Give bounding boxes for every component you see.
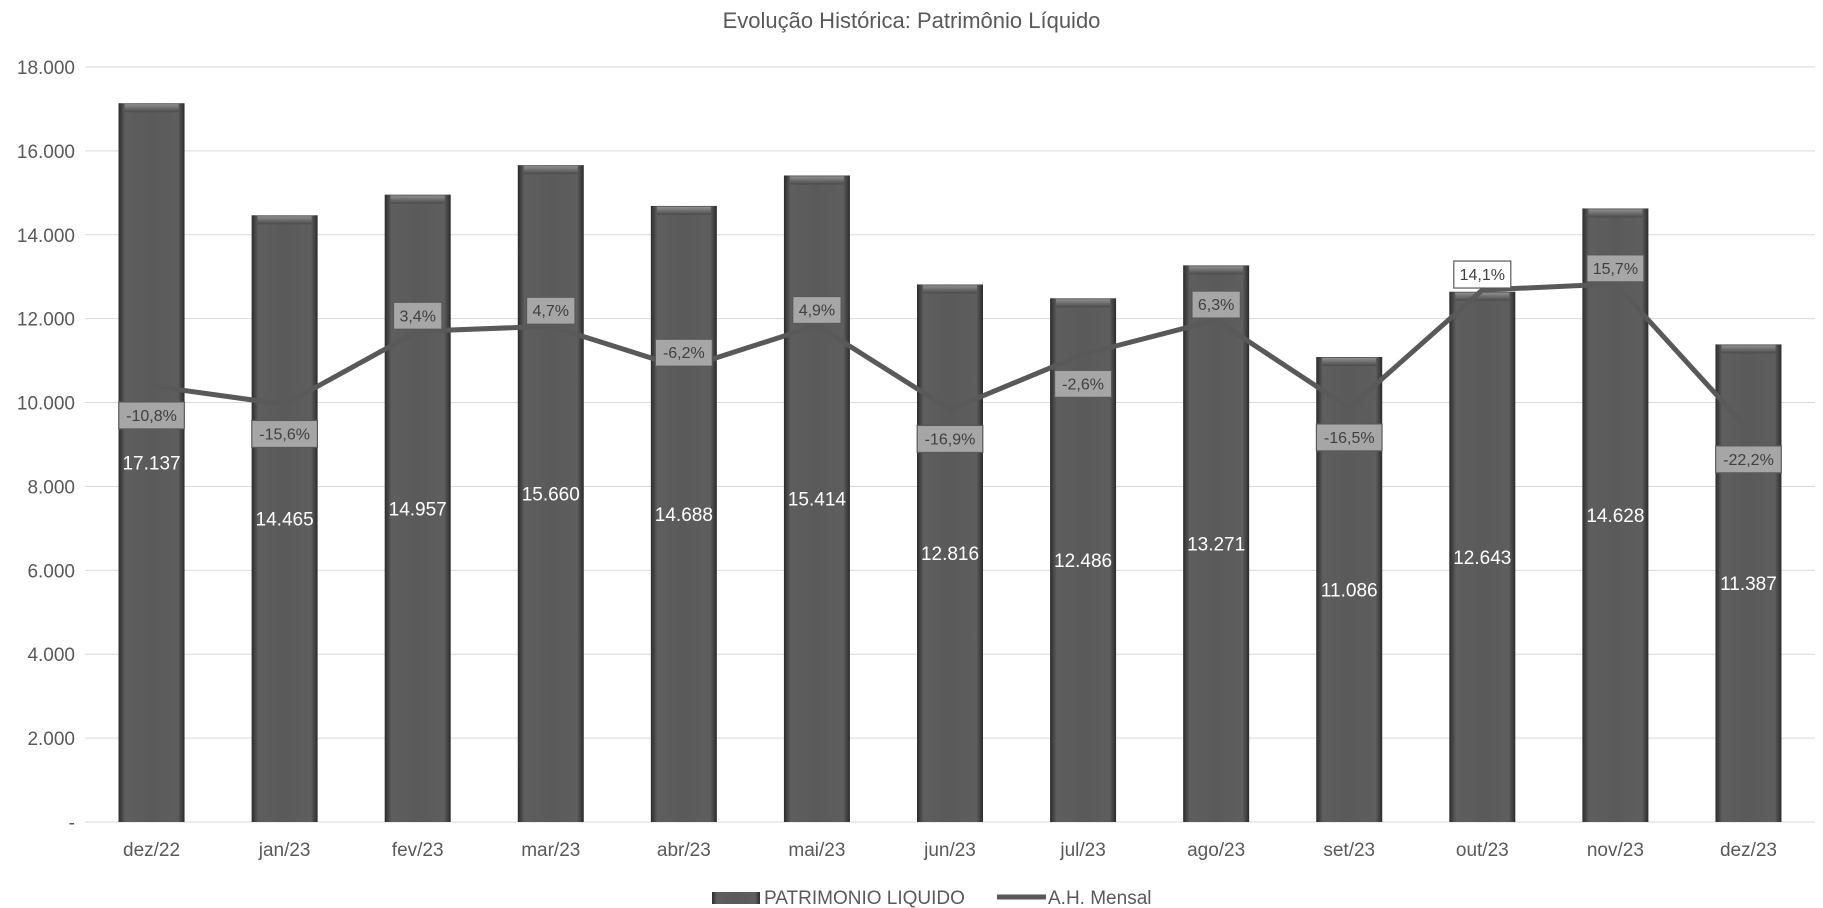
pct-label-box [1053,369,1113,398]
bar-value-label: 14.465 [256,510,314,531]
pct-label-box [1453,260,1512,289]
legend-swatch-bar [712,892,760,904]
pct-value-label: -2,6% [1062,376,1104,393]
y-tick-label: 4.000 [27,645,75,666]
bar[interactable] [118,103,185,822]
pct-label-box [118,401,185,430]
bar-value-label: 12.643 [1453,548,1511,569]
legend-label-patrimonio: PATRIMONIO LIQUIDO [764,888,965,908]
bar-cap [923,285,977,294]
pct-value-label: -16,9% [925,431,976,448]
y-tick-label: 10.000 [17,394,75,415]
x-tick-label: jan/23 [258,840,311,861]
x-tick-label: dez/22 [123,840,180,861]
bar-value-label: 14.688 [655,505,713,526]
chart-title: Evolução Histórica: Patrimônio Líquido [722,8,1101,33]
bar-cap [789,176,844,185]
x-tick-label: dez/23 [1720,840,1777,861]
bar-cap [1721,345,1776,354]
pct-value-label: -16,5% [1324,430,1375,447]
pct-value-label: 14,1% [1460,267,1505,284]
bar-value-label: 15.414 [788,490,847,511]
y-tick-label: 18.000 [17,58,75,79]
x-tick-label: mar/23 [521,840,580,861]
pct-label-box [1715,445,1782,474]
x-tick-label: fev/23 [392,840,444,861]
pct-label-box [525,296,576,325]
x-tick-label: jun/23 [923,840,976,861]
bar[interactable] [650,205,717,823]
y-tick-label: 8.000 [27,477,75,498]
y-tick-label: 14.000 [17,226,75,247]
pct-value-label: 6,3% [1198,297,1234,314]
pct-label-box [916,424,984,454]
pct-label-box [1586,254,1645,283]
bar-value-label: 15.660 [522,485,580,506]
bar-value-label: 11.387 [1720,574,1777,595]
bar-value-label: 12.486 [1054,551,1112,572]
x-tick-label: nov/23 [1587,840,1644,861]
pct-label-box [654,338,713,367]
bar[interactable] [1449,291,1516,822]
x-tick-label: set/23 [1323,840,1375,861]
pct-value-label: -6,2% [663,345,705,362]
bar-value-label: 14.957 [389,499,447,520]
bar[interactable] [1715,344,1782,822]
bar-cap [1056,299,1111,308]
bar-cap [1322,358,1377,367]
y-tick-label: 2.000 [27,729,75,750]
pct-label-box [251,419,319,449]
pct-value-label: 15,7% [1593,261,1638,278]
bar-value-label: 14.628 [1586,506,1644,527]
x-tick-label: mai/23 [788,840,845,861]
pct-label-box [392,301,443,330]
y-tick-label: 16.000 [17,142,75,163]
pct-label-box [792,295,842,325]
bar-cap [124,104,179,113]
pct-value-label: -22,2% [1723,452,1774,469]
bar[interactable] [1183,265,1250,822]
bar-value-label: 17.137 [122,454,180,475]
bar-value-label: 13.271 [1187,535,1245,556]
legend-label-ah-mensal: A.H. Mensal [1048,888,1151,908]
bar-value-label: 11.086 [1321,581,1378,602]
bar-cap [390,195,445,204]
x-tick-label: ago/23 [1187,840,1245,861]
bar[interactable] [251,215,318,822]
pct-value-label: 4,7% [533,303,569,320]
bar-cap [523,166,578,175]
bar-cap [1189,266,1244,275]
pct-value-label: 3,4% [399,308,435,325]
line-series-ah-mensal[interactable] [149,281,1751,433]
y-tick-label: 6.000 [27,561,75,582]
bar-cap [656,206,711,215]
pct-label-box [1191,290,1241,319]
bar[interactable] [783,175,850,823]
bar-cap [1588,209,1643,218]
bar-value-label: 12.816 [921,544,979,565]
bar[interactable] [917,284,983,822]
y-tick-label: - [69,813,75,834]
y-tick-label: 12.000 [17,310,75,331]
bar[interactable] [517,165,584,822]
bar[interactable] [384,194,451,822]
bar-cap [1455,292,1510,301]
bar-cap [257,216,312,225]
x-tick-label: abr/23 [657,840,711,861]
pct-value-label: -10,8% [126,408,177,425]
pct-label-box [1315,423,1383,452]
pct-value-label: 4,9% [799,302,835,319]
x-tick-label: jul/23 [1059,840,1105,861]
pct-value-label: -15,6% [259,426,310,443]
x-tick-label: out/23 [1456,840,1509,861]
